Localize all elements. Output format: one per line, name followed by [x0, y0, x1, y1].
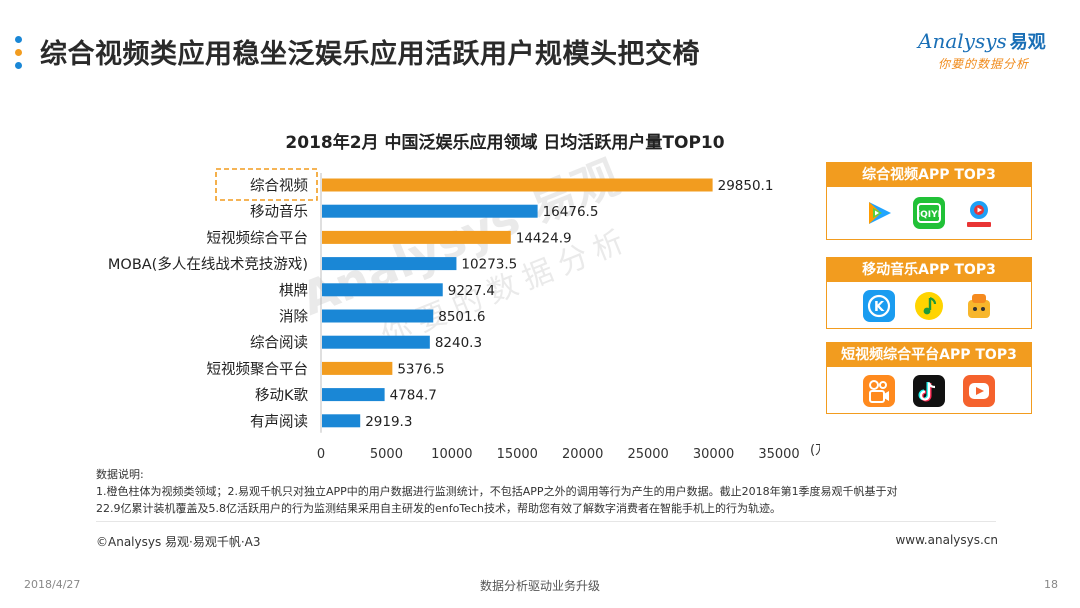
highlight-box — [215, 168, 318, 201]
qq-music-icon — [913, 290, 945, 322]
data-label: 10273.5 — [461, 257, 517, 273]
tencent-video-icon — [863, 197, 895, 229]
kugou-icon: K — [863, 290, 895, 322]
category-label: 综合视频 — [250, 178, 308, 195]
kuaishou-icon — [863, 375, 895, 407]
notes-line: 22.9亿累计装机覆盖及5.8亿活跃用户的行为监测结果采用自主研发的enfoTe… — [96, 502, 781, 515]
x-tick-label: 15000 — [497, 447, 538, 462]
data-label: 5376.5 — [397, 361, 444, 377]
data-label: 29850.1 — [718, 178, 774, 194]
bar — [322, 178, 713, 192]
category-label: 消除 — [279, 309, 308, 326]
data-label: 8501.6 — [438, 309, 485, 325]
x-unit-label: (万人) — [810, 443, 820, 458]
x-tick-label: 5000 — [370, 447, 403, 462]
notes-heading: 数据说明: — [96, 468, 144, 481]
bar — [322, 204, 538, 218]
footer-slogan: 数据分析驱动业务升级 — [479, 579, 600, 593]
data-label: 9227.4 — [448, 283, 495, 299]
bar — [322, 388, 385, 402]
category-label: 短视频聚合平台 — [207, 361, 309, 378]
svg-text:K: K — [874, 300, 885, 315]
app-box-title: 综合视频APP TOP3 — [827, 163, 1031, 187]
header-bullet-dots — [14, 36, 24, 76]
category-label: 有声阅读 — [250, 412, 308, 430]
bar — [322, 361, 393, 375]
app-box-music: 移动音乐APP TOP3 K — [826, 257, 1032, 329]
bullet-dot — [15, 62, 22, 69]
bar — [322, 283, 443, 297]
notes-line: 1.橙色柱体为视频类领域；2.易观千帆只对独立APP中的用户数据进行监测统计，不… — [96, 485, 898, 498]
page-title: 综合视频类应用稳坐泛娱乐应用活跃用户规模头把交椅 — [40, 39, 700, 70]
data-label: 8240.3 — [435, 335, 482, 351]
x-tick-label: 25000 — [627, 447, 668, 462]
data-label: 14424.9 — [516, 230, 572, 246]
bar — [322, 414, 361, 428]
category-label: 移动音乐 — [250, 204, 308, 221]
x-tick-label: 10000 — [431, 447, 472, 462]
x-tick-label: 0 — [317, 447, 325, 462]
data-label: 2919.3 — [365, 414, 412, 430]
data-label: 16476.5 — [543, 204, 599, 220]
bullet-dot — [15, 49, 22, 56]
page-number: 18 — [1044, 578, 1058, 591]
copyright: ©Analysys 易观·易观千帆·A3 — [96, 535, 261, 549]
category-label: 短视频综合平台 — [207, 230, 309, 247]
data-label: 4784.7 — [390, 388, 437, 404]
iqiyi-icon: iQIYI — [913, 197, 945, 229]
logo-brand-cn: 易观 — [1009, 32, 1046, 53]
x-tick-label: 20000 — [562, 447, 603, 462]
app-box-short-video: 短视频综合平台APP TOP3 — [826, 342, 1032, 414]
divider — [96, 521, 996, 522]
logo-tagline: 你要的数据分析 — [938, 57, 1030, 71]
x-tick-label: 35000 — [758, 447, 799, 462]
category-label: 综合阅读 — [250, 335, 308, 352]
footer-date: 2018/4/27 — [24, 578, 81, 591]
category-label: 移动K歌 — [255, 387, 309, 404]
bar — [322, 335, 430, 349]
bullet-dot — [15, 36, 22, 43]
app-box-title: 移动音乐APP TOP3 — [827, 258, 1031, 282]
kuwo-icon — [963, 290, 995, 322]
data-notes: 数据说明: 1.橙色柱体为视频类领域；2.易观千帆只对独立APP中的用户数据进行… — [96, 466, 1001, 517]
svg-text:iQIYI: iQIYI — [917, 210, 941, 220]
youku-icon — [963, 197, 995, 229]
website-link[interactable]: www.analysys.cn — [895, 533, 998, 547]
logo-brand-en: Analysys — [918, 29, 1007, 53]
chart-title: 2018年2月 中国泛娱乐应用领域 日均活跃用户量TOP10 — [285, 133, 725, 153]
category-label: MOBA(多人在线战术竞技游戏) — [108, 255, 308, 273]
app-box-title: 短视频综合平台APP TOP3 — [827, 343, 1031, 367]
app-box-video: 综合视频APP TOP3 iQIYI — [826, 162, 1032, 240]
bar — [322, 309, 434, 323]
bar — [322, 257, 457, 271]
huoshan-icon — [963, 375, 995, 407]
category-label: 棋牌 — [279, 282, 308, 299]
bar — [322, 230, 511, 244]
bar-chart: 综合视频 29850.1 移动音乐 16476.5 短视频综合平台 14424.9 MOBA… — [108, 168, 820, 462]
douyin-icon — [913, 375, 945, 407]
analysys-logo: Analysys 易观 你要的数据分析 — [918, 28, 1068, 78]
x-tick-label: 30000 — [693, 447, 734, 462]
